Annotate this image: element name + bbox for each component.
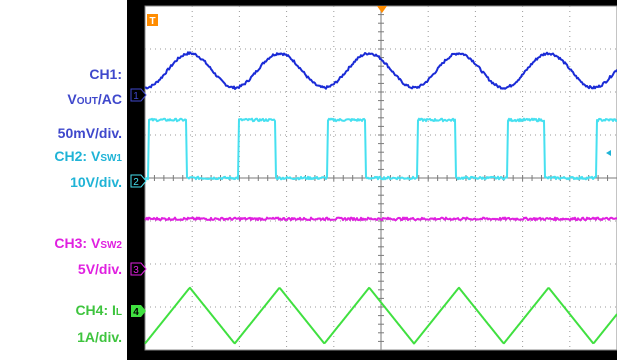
ch4-scale: 1A/div. — [77, 329, 122, 345]
ch4-trace — [144, 286, 617, 345]
traces — [144, 51, 617, 345]
ch2-name: CH2: — [54, 148, 91, 164]
ch1-scale: 50mV/div. — [58, 125, 122, 141]
ch1-trace — [144, 51, 617, 90]
ch4-signal-main: I — [112, 302, 116, 318]
ch4-marker-label: 4 — [133, 307, 139, 318]
ch1-scale-text: 50mV/div. — [57, 125, 122, 141]
ch2-marker: 2 — [130, 174, 147, 188]
ch2-signal-main: V — [90, 148, 101, 164]
ch1-marker-shape — [130, 88, 147, 102]
ch1-signal-main: V — [67, 91, 77, 107]
ch3-scale: 5V/div. — [78, 261, 122, 277]
ch3-marker-label: 3 — [133, 265, 139, 276]
ch4-signal-sub: L — [115, 307, 122, 318]
ch3-signal-sub: SW2 — [100, 240, 122, 251]
ch2-label: CH2: VSW1 — [54, 148, 122, 167]
trigger-marker-box — [147, 14, 158, 26]
ch1-signal: VOUT/AC — [67, 91, 122, 110]
ch2-trace — [144, 117, 617, 181]
ch4-label: CH4: IL — [75, 302, 122, 321]
ch4-marker: 4 — [131, 305, 146, 318]
ch1-marker-label: 1 — [133, 91, 139, 102]
trigger-marker: T — [147, 14, 158, 27]
ch3-marker-shape — [130, 262, 147, 276]
ch2-level-marker — [606, 150, 611, 156]
ch1-name: CH1: — [89, 66, 122, 82]
ch4-scale-text: 1A/div. — [77, 329, 122, 345]
ch3-label: CH3: VSW2 — [54, 235, 122, 254]
trigger-marker-label: T — [149, 16, 155, 27]
channel-labels: CH1: VOUT/AC 50mV/div. CH2: VSW1 10V/div… — [0, 0, 130, 360]
ch4-name: CH4: — [75, 302, 112, 318]
ch3-signal-main: V — [90, 235, 101, 251]
ch1-signal-sub: OUT — [76, 96, 98, 107]
ch1-label: CH1: — [89, 66, 122, 82]
ch2-signal-sub: SW1 — [100, 153, 122, 164]
ch3-trace — [144, 216, 617, 222]
ch2-level-arrow — [606, 150, 611, 156]
ch3-name: CH3: — [54, 235, 91, 251]
ch3-scale-text: 5V/div. — [77, 261, 122, 277]
ch3-marker: 3 — [130, 262, 147, 276]
trigger-top-marker — [377, 6, 387, 13]
ch2-marker-shape — [130, 174, 147, 188]
trigger-position-arrow — [377, 6, 387, 13]
ch1-signal-tail: /AC — [97, 91, 122, 107]
ch2-scale-text: 10V/div. — [70, 174, 122, 190]
ch1-marker: 1 — [130, 88, 147, 102]
ch2-marker-label: 2 — [133, 177, 139, 188]
ch2-scale: 10V/div. — [70, 174, 122, 190]
ch4-marker-shape — [131, 305, 146, 317]
